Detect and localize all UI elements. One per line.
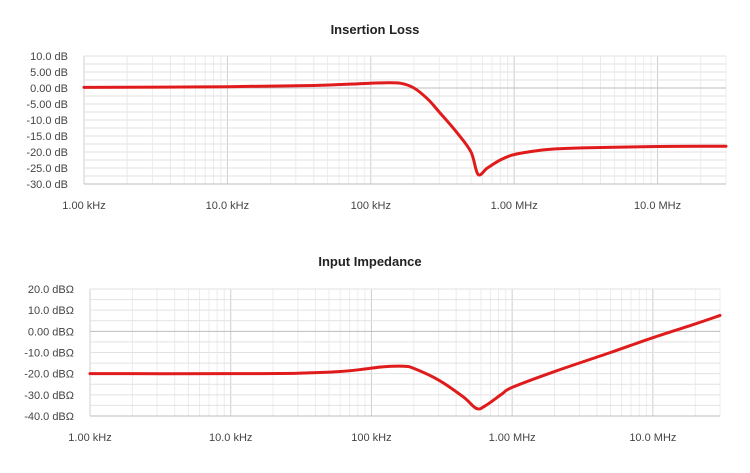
x-tick-label: 1.00 kHz: [68, 432, 111, 444]
y-tick-label: -20.0 dB: [26, 147, 68, 159]
insertion-loss-series-line: [82, 81, 728, 177]
y-tick-label: -40.0 dBΩ: [24, 411, 74, 423]
x-tick-label: 1.00 MHz: [491, 200, 538, 212]
y-tick-label: -30.0 dBΩ: [24, 390, 74, 402]
y-tick-label: -10.0 dBΩ: [24, 348, 74, 360]
y-tick-label: -25.0 dB: [26, 163, 68, 175]
x-tick-label: 100 kHz: [351, 432, 391, 444]
input-impedance-series-line: [88, 313, 722, 411]
x-tick-label: 10.0 MHz: [634, 200, 681, 212]
chart-title: Insertion Loss: [331, 22, 420, 37]
y-tick-label: -5.00 dB: [26, 99, 68, 111]
x-tick-label: 10.0 MHz: [629, 432, 676, 444]
insertion-loss-chart: Insertion Loss 10.0 dB 5.00 dB 0.00 dB -5.0…: [26, 22, 728, 212]
y-tick-label: 0.00 dBΩ: [28, 326, 74, 338]
chart-grid: [83, 55, 727, 185]
y-tick-label: -15.0 dB: [26, 131, 68, 143]
y-tick-label: 20.0 dBΩ: [28, 284, 74, 296]
y-tick-label: -10.0 dB: [26, 115, 68, 127]
x-axis-labels: 1.00 kHz 10.0 kHz 100 kHz 1.00 MHz 10.0 MHz: [62, 200, 681, 212]
x-axis-labels: 1.00 kHz 10.0 kHz 100 kHz 1.00 MHz 10.0 MHz: [68, 432, 676, 444]
chart-grid: [89, 288, 721, 417]
chart-title: Input Impedance: [318, 254, 421, 269]
x-tick-label: 1.00 MHz: [489, 432, 536, 444]
input-impedance-chart: Input Impedance 20.0 dBΩ 10.0 dBΩ 0.00 dBΩ…: [24, 254, 722, 444]
y-axis-labels: 20.0 dBΩ 10.0 dBΩ 0.00 dBΩ -10.0 dBΩ -20.0 d…: [24, 284, 74, 423]
y-tick-label: 10.0 dBΩ: [28, 305, 74, 317]
y-axis-labels: 10.0 dB 5.00 dB 0.00 dB -5.00 dB -10.0 dB -15…: [26, 51, 68, 191]
y-tick-label: 5.00 dB: [30, 67, 68, 79]
x-tick-label: 1.00 kHz: [62, 200, 105, 212]
x-tick-label: 100 kHz: [351, 200, 391, 212]
x-tick-label: 10.0 kHz: [206, 200, 249, 212]
y-tick-label: 10.0 dB: [30, 51, 68, 63]
y-tick-label: -30.0 dB: [26, 179, 68, 191]
x-tick-label: 10.0 kHz: [209, 432, 252, 444]
y-tick-label: 0.00 dB: [30, 83, 68, 95]
y-tick-label: -20.0 dBΩ: [24, 369, 74, 381]
